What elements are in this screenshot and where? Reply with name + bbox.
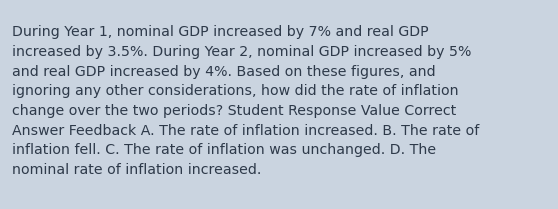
Text: During Year 1, nominal GDP increased by 7% and real GDP
increased by 3.5%. Durin: During Year 1, nominal GDP increased by … xyxy=(12,25,479,177)
